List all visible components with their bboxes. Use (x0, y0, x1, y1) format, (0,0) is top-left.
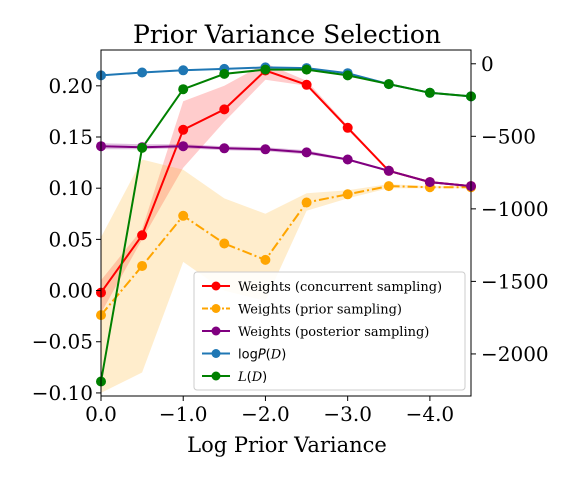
point-series-2 (260, 144, 271, 155)
legend-swatch-marker (211, 281, 221, 291)
point-series-2 (342, 154, 353, 165)
legend-label: Weights (concurrent sampling) (238, 280, 442, 295)
right-tick-label: −1500 (481, 269, 549, 293)
line-series-4 (100, 68, 472, 382)
point-series-1 (301, 197, 312, 208)
line-series-2 (100, 145, 472, 188)
right-tick-label: −1000 (481, 197, 549, 221)
point-series-4 (383, 79, 394, 90)
point-series-3 (137, 67, 148, 78)
x-axis-label: Log Prior Variance (187, 433, 387, 457)
right-tick-label: −2000 (481, 342, 549, 366)
point-series-2 (178, 141, 189, 152)
left-axis: −0.10 −0.05 0.00 0.05 0.10 0.15 0.20 (32, 74, 101, 405)
point-series-2 (424, 177, 435, 188)
legend-swatch-marker (211, 304, 221, 313)
legend-box (193, 271, 466, 391)
point-series-4 (424, 87, 435, 98)
band-series-1 (101, 159, 471, 393)
x-tick-label: −2.0 (241, 402, 290, 426)
left-tick-label: 0.05 (48, 227, 93, 251)
x-tick-label: −1.0 (159, 402, 208, 426)
point-series-4 (219, 68, 230, 79)
point-series-1 (219, 238, 230, 249)
right-tick-label: −500 (481, 124, 536, 148)
point-series-4 (137, 142, 148, 153)
legend-swatch-marker (211, 326, 221, 336)
x-tick-label: 0.0 (85, 402, 117, 426)
point-series-1 (260, 254, 271, 265)
point-series-3 (178, 65, 189, 76)
line-series-1 (100, 185, 471, 316)
x-tick-label: −4.0 (406, 402, 455, 426)
point-series-2 (219, 143, 230, 154)
x-tick-label: −3.0 (323, 402, 372, 426)
point-series-4 (342, 70, 353, 81)
plot-frame (100, 49, 472, 397)
legend: Weights (concurrent sampling) Weights (pr… (193, 271, 466, 391)
left-tick-label: 0.10 (48, 176, 93, 200)
legend-swatch-marker (211, 371, 221, 381)
legend-label: Weights (posterior sampling) (238, 325, 429, 340)
point-series-4 (178, 84, 189, 95)
point-series-1 (137, 261, 148, 271)
point-series-4 (301, 64, 312, 75)
point-series-0 (342, 122, 353, 133)
point-series-1 (383, 181, 394, 192)
point-series-0 (219, 104, 230, 115)
chart-title: Prior Variance Selection (133, 20, 441, 49)
left-tick-label: 0.00 (48, 279, 93, 303)
legend-swatch-marker (211, 349, 221, 358)
right-axis: 0 −500 −1000 −1500 −2000 (471, 52, 549, 366)
left-tick-label: −0.10 (32, 381, 93, 405)
left-tick-label: 0.15 (48, 125, 93, 149)
x-axis: 0.0 −1.0 −2.0 −3.0 −4.0 (85, 396, 454, 426)
series-lines (100, 66, 472, 382)
series-markers (96, 62, 476, 387)
point-series-1 (178, 210, 189, 221)
legend-label: logP(D) (238, 348, 286, 363)
left-tick-label: 0.20 (48, 74, 93, 98)
point-series-1 (342, 189, 353, 200)
point-series-4 (260, 64, 271, 75)
left-tick-label: −0.05 (32, 330, 93, 354)
point-series-2 (383, 165, 394, 176)
legend-label: L(D) (237, 370, 267, 385)
point-series-0 (178, 124, 189, 135)
point-series-0 (137, 230, 148, 241)
legend-label: Weights (prior sampling) (238, 303, 402, 318)
right-tick-label: 0 (481, 52, 494, 76)
point-series-2 (301, 147, 312, 158)
point-series-0 (301, 79, 312, 90)
